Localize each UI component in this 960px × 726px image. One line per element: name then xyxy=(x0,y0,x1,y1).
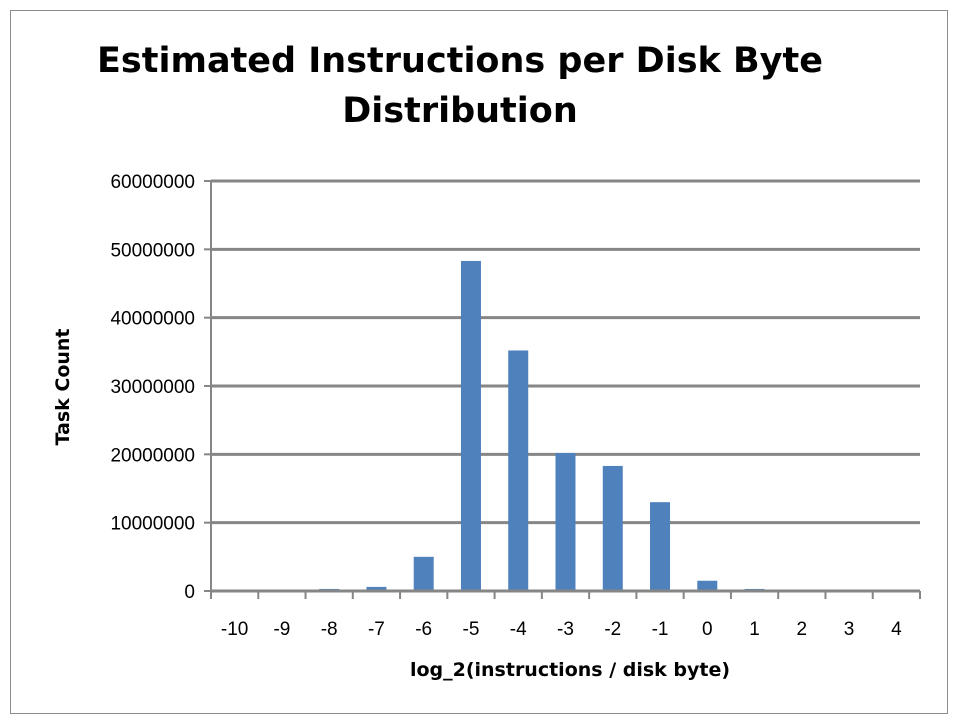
x-tick-label-1: -9 xyxy=(273,619,290,640)
bar-0 xyxy=(697,580,718,591)
x-axis-title: log_2(instructions / disk byte) xyxy=(410,659,730,681)
chart-title-line-2: Distribution xyxy=(342,91,578,131)
x-tick-label-5: -5 xyxy=(463,619,480,640)
bar--7 xyxy=(366,586,387,591)
y-tick-label-2: 20000000 xyxy=(110,445,195,466)
x-tick-label-8: -2 xyxy=(604,619,621,640)
y-tick-labels: 0 10000000 20000000 30000000 40000000 5000000… xyxy=(110,172,195,603)
bar--6 xyxy=(413,556,434,591)
x-tick-label-3: -7 xyxy=(368,619,385,640)
bar--2 xyxy=(602,465,623,591)
bars xyxy=(319,260,765,591)
chart-title: Estimated Instructions per Disk Byte Dis… xyxy=(0,36,960,136)
axes xyxy=(204,180,921,599)
bar--5 xyxy=(460,260,481,591)
x-tick-label-4: -6 xyxy=(415,619,432,640)
x-tick-label-2: -8 xyxy=(321,619,338,640)
bar--1 xyxy=(650,502,671,591)
y-tick-label-5: 50000000 xyxy=(110,240,195,261)
x-tick-label-13: 3 xyxy=(844,619,855,640)
x-tick-label-0: -10 xyxy=(221,619,248,640)
x-tick-label-9: -1 xyxy=(652,619,669,640)
y-axis-title: Task Count xyxy=(52,328,74,445)
x-tick-label-12: 2 xyxy=(797,619,808,640)
y-tick-label-3: 30000000 xyxy=(110,377,195,398)
chart-title-line-1: Estimated Instructions per Disk Byte xyxy=(97,41,823,81)
x-tick-label-7: -3 xyxy=(557,619,574,640)
bar--3 xyxy=(555,452,576,591)
x-tick-label-11: 1 xyxy=(749,619,760,640)
y-tick-label-0: 0 xyxy=(184,582,195,603)
bar--4 xyxy=(508,350,529,591)
y-tick-label-4: 40000000 xyxy=(110,309,195,330)
y-tick-label-6: 60000000 xyxy=(110,172,195,193)
x-tick-labels: -10 -9 -8 -7 -6 -5 -4 -3 -2 -1 0 1 2 3 4 xyxy=(221,619,902,640)
x-tick-label-6: -4 xyxy=(510,619,527,640)
x-tick-label-10: 0 xyxy=(702,619,713,640)
x-tick-label-14: 4 xyxy=(891,619,902,640)
y-tick-label-1: 10000000 xyxy=(110,514,195,535)
